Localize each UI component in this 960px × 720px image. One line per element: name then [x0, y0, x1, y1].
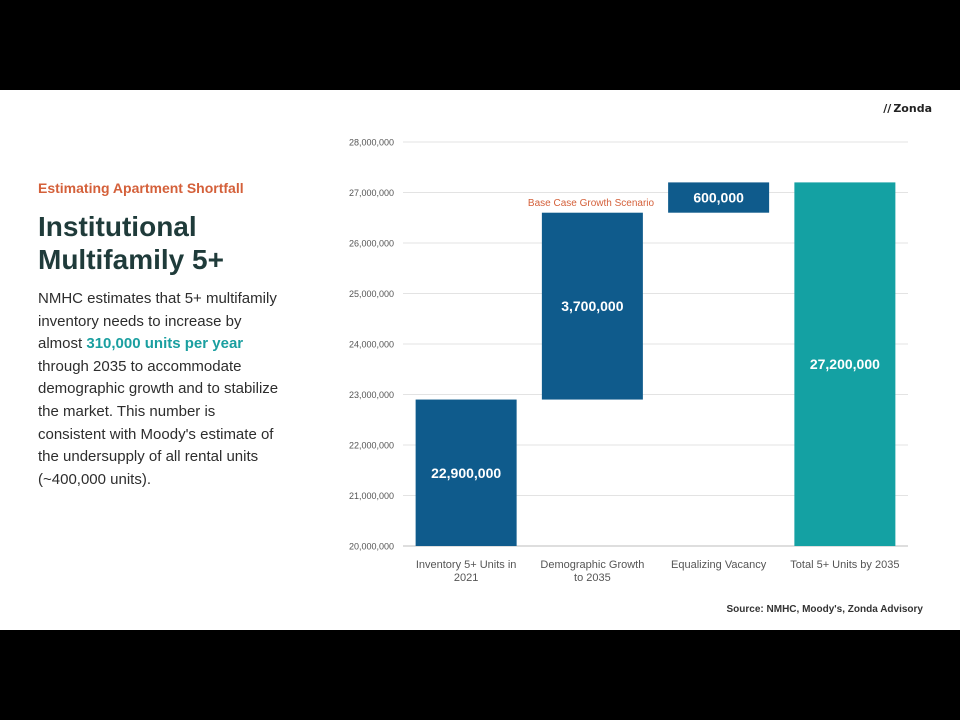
bar-value-label: 3,700,000: [561, 298, 623, 314]
x-tick-label: Equalizing Vacancy: [671, 559, 767, 571]
zonda-logo-mark-icon: ∕∕: [883, 102, 892, 115]
zonda-logo: ∕∕ Zonda: [883, 102, 932, 115]
chart-y-axis: 20,000,000 21,000,000 22,000,000 23,000,000…: [349, 138, 394, 552]
bar-value-label: 27,200,000: [810, 356, 880, 372]
chart-bars: [415, 182, 896, 546]
y-tick-label: 28,000,000: [349, 138, 394, 148]
chart-bar-labels: 22,900,000 3,700,000 600,000 27,200,000: [431, 190, 880, 481]
y-tick-label: 22,000,000: [349, 441, 394, 451]
body-text-highlight: 310,000 units per year: [86, 335, 244, 353]
source-note: Source: NMHC, Moody's, Zonda Advisory: [726, 604, 923, 615]
waterfall-chart: 20,000,000 21,000,000 22,000,000 23,000,000…: [349, 138, 908, 584]
x-tick-label: Total 5+ Units by 2035: [790, 559, 899, 571]
slide-subtitle: Estimating Apartment Shortfall: [38, 180, 244, 196]
chart-annotation: Base Case Growth Scenario: [528, 198, 655, 209]
y-tick-label: 21,000,000: [349, 491, 394, 501]
x-tick-label: Inventory 5+ Units in: [416, 559, 517, 571]
body-text-part-2: through 2035 to accommodate demographic …: [38, 357, 279, 488]
y-tick-label: 23,000,000: [349, 390, 394, 400]
y-tick-label: 27,000,000: [349, 188, 394, 198]
slide: ∕∕ Zonda Estimating Apartment Shortfall I…: [0, 90, 960, 630]
y-tick-label: 24,000,000: [349, 340, 394, 350]
slide-body-text: NMHC estimates that 5+ multifamily inven…: [38, 288, 286, 491]
bar-value-label: 600,000: [693, 190, 744, 206]
x-tick-label: Demographic Growth: [540, 559, 644, 571]
bar-1: [415, 399, 517, 546]
bar-2: [541, 212, 643, 400]
zonda-logo-text: Zonda: [893, 102, 932, 115]
bar-4: [794, 182, 896, 546]
slide-title: Institutional Multifamily 5+: [38, 211, 224, 275]
y-tick-label: 20,000,000: [349, 542, 394, 552]
x-tick-label: to 2035: [574, 572, 611, 584]
y-tick-label: 26,000,000: [349, 239, 394, 249]
bar-value-label: 22,900,000: [431, 465, 501, 481]
body-text-part-1: NMHC estimates that 5+ multifamily inven…: [38, 290, 277, 353]
bar-3: [668, 182, 770, 213]
x-tick-label: 2021: [454, 572, 478, 584]
y-tick-label: 25,000,000: [349, 289, 394, 299]
